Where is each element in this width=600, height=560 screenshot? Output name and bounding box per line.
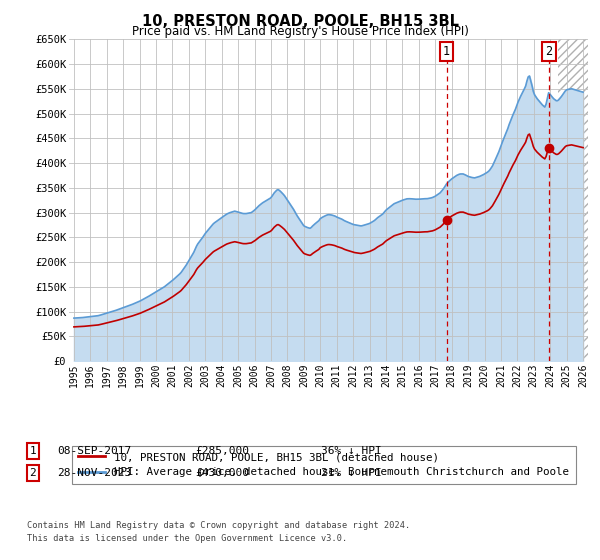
Text: This data is licensed under the Open Government Licence v3.0.: This data is licensed under the Open Gov… (27, 534, 347, 543)
Bar (559, 39, 591, 361)
Text: £430,000: £430,000 (195, 468, 249, 478)
Text: 2: 2 (545, 45, 553, 58)
Bar (559, 39, 591, 361)
Text: 36% ↓ HPI: 36% ↓ HPI (321, 446, 382, 456)
Legend: 10, PRESTON ROAD, POOLE, BH15 3BL (detached house), HPI: Average price, detached: 10, PRESTON ROAD, POOLE, BH15 3BL (detac… (72, 446, 575, 484)
Text: 1: 1 (443, 45, 450, 58)
Text: £285,000: £285,000 (195, 446, 249, 456)
Text: 28-NOV-2023: 28-NOV-2023 (57, 468, 131, 478)
Text: 21% ↓ HPI: 21% ↓ HPI (321, 468, 382, 478)
Text: Price paid vs. HM Land Registry's House Price Index (HPI): Price paid vs. HM Land Registry's House … (131, 25, 469, 38)
Text: 10, PRESTON ROAD, POOLE, BH15 3BL: 10, PRESTON ROAD, POOLE, BH15 3BL (142, 14, 458, 29)
Text: Contains HM Land Registry data © Crown copyright and database right 2024.: Contains HM Land Registry data © Crown c… (27, 521, 410, 530)
Text: 2: 2 (29, 468, 37, 478)
Text: 1: 1 (29, 446, 37, 456)
Text: 08-SEP-2017: 08-SEP-2017 (57, 446, 131, 456)
